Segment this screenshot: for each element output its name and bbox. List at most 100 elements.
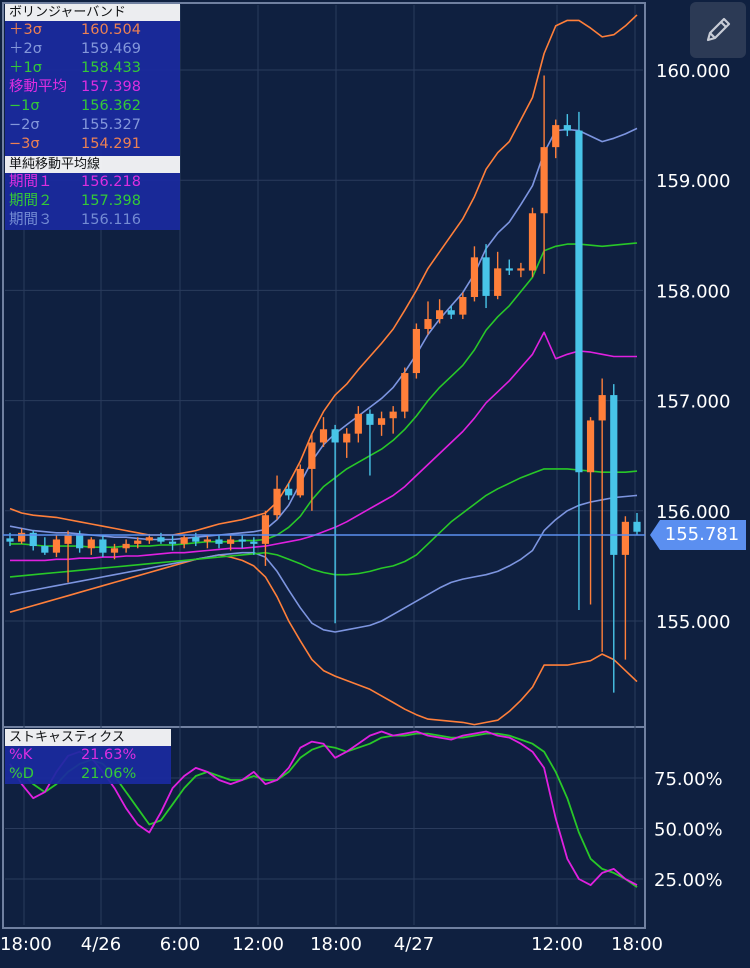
candle-body	[354, 413, 362, 434]
candle-body	[215, 539, 223, 544]
candle-body	[459, 297, 467, 315]
candle-body	[18, 532, 26, 542]
candle-body	[29, 532, 37, 547]
chart-frame	[2, 2, 646, 929]
candle-body	[586, 420, 595, 473]
bollinger-legend: ボリンジャーバンド ＋3σ 160.504 ＋2σ 159.469 ＋1σ 158.433…	[5, 4, 180, 230]
stochastics-axis: 75.00% 50.00% 25.00%	[654, 769, 723, 891]
stochastics-legend-value: 21.63%	[81, 747, 137, 763]
candle-body	[366, 413, 374, 425]
candle-body	[436, 310, 444, 320]
bollinger-legend-value: 159.469	[81, 41, 141, 57]
candle-body	[180, 537, 188, 544]
candle-body	[227, 539, 235, 544]
time-tick-label: 6:00	[160, 934, 200, 955]
stoch-tick-label: 25.00%	[654, 870, 723, 891]
stochastics-legend-title: ストキャスティクス	[5, 729, 171, 746]
candle-body	[41, 546, 49, 553]
sma-legend-value: 157.398	[81, 193, 141, 209]
time-tick-label: 18:00	[0, 934, 52, 955]
band-plus3-line	[9, 14, 638, 536]
candle-body	[552, 125, 560, 148]
candle-body	[203, 539, 211, 542]
candle-body	[157, 537, 165, 542]
price-tick-label: 159.000	[656, 171, 730, 192]
edit-button[interactable]	[690, 2, 746, 58]
sma-legend-row: 期間３ 156.116	[5, 211, 180, 230]
candle-body	[87, 539, 95, 549]
stochastics-legend-label: %D	[9, 766, 34, 782]
candle-body	[64, 535, 72, 544]
price-tick-label: 160.000	[656, 61, 730, 82]
sma-legend-value: 156.116	[81, 212, 141, 228]
candle-body	[377, 418, 386, 425]
bollinger-legend-label: −3σ	[9, 136, 40, 152]
candle-body	[494, 268, 502, 296]
time-tick-label: 12:00	[531, 934, 583, 955]
bollinger-legend-value: 155.327	[81, 117, 141, 133]
candle-body	[273, 488, 281, 516]
bollinger-legend-label: 移動平均	[9, 79, 67, 95]
candle-body	[296, 468, 304, 496]
price-axis: 160.000 159.000 158.000 157.000 156.000 155.0…	[656, 61, 730, 633]
bollinger-legend-row: −1σ 156.362	[5, 97, 180, 116]
candle-body	[540, 147, 548, 214]
stochastics-legend-row: %D 21.06%	[5, 765, 171, 784]
band-minus1-line	[9, 468, 638, 578]
stochastics-legend: ストキャスティクス %K 21.63% %D 21.06%	[5, 729, 171, 784]
bollinger-legend-label: −1σ	[9, 98, 40, 114]
stochastics-legend-value: 21.06%	[81, 766, 137, 782]
time-tick-label: 4/26	[81, 934, 121, 955]
bollinger-legend-value: 158.433	[81, 60, 141, 76]
candle-body	[52, 539, 61, 553]
bollinger-legend-label: ＋3σ	[9, 22, 42, 38]
candle-body	[99, 539, 107, 553]
candle-body	[447, 310, 455, 315]
sma-legend-value: 156.218	[81, 174, 141, 190]
price-tick-label: 157.000	[656, 392, 730, 413]
bollinger-legend-row: −2σ 155.327	[5, 116, 180, 135]
time-axis: 18:00 4/26 6:00 12:00 18:00 4/27 12:00 18:00	[0, 934, 663, 955]
bollinger-legend-value: 157.398	[81, 79, 141, 95]
sma-legend-label: 期間３	[9, 212, 53, 228]
bollinger-legend-row: ＋2σ 159.469	[5, 40, 180, 59]
candle-body	[633, 521, 641, 532]
current-price-tag: 155.781	[650, 520, 746, 550]
price-tick-label: 156.000	[656, 502, 730, 523]
candle-body	[76, 535, 84, 549]
candle-body	[424, 319, 432, 329]
candle-body	[308, 442, 316, 469]
bollinger-legend-row: 移動平均 157.398	[5, 78, 180, 97]
bollinger-legend-label: ＋1σ	[9, 60, 42, 76]
band-minus3-line	[9, 554, 638, 726]
candle-body	[389, 411, 397, 419]
bollinger-legend-row: ＋3σ 160.504	[5, 21, 180, 40]
candle-body	[598, 395, 606, 421]
candle-body	[6, 538, 14, 542]
pencil-icon	[706, 17, 731, 42]
sma-legend-row: 期間１ 156.218	[5, 173, 180, 192]
bollinger-legend-label: −2σ	[9, 117, 40, 133]
stoch-tick-label: 75.00%	[654, 769, 723, 790]
candle-body	[505, 268, 513, 271]
bollinger-legend-label: ＋2σ	[9, 41, 42, 57]
time-tick-label: 18:00	[310, 934, 362, 955]
time-tick-label: 18:00	[611, 934, 663, 955]
candle-body	[575, 130, 583, 473]
candle-body	[563, 125, 571, 131]
candle-body	[470, 257, 479, 298]
candle-body	[134, 540, 142, 544]
candle-body	[528, 213, 537, 271]
sma-legend-label: 期間１	[9, 174, 53, 190]
price-tick-label: 158.000	[656, 281, 730, 302]
stoch-tick-label: 50.00%	[654, 820, 723, 841]
bollinger-legend-value: 156.362	[81, 98, 141, 114]
time-tick-label: 4/27	[394, 934, 434, 955]
bollinger-legend-value: 154.291	[81, 136, 141, 152]
candle-body	[261, 515, 270, 544]
price-tick-label: 155.000	[656, 612, 730, 633]
candles	[6, 75, 641, 693]
bollinger-legend-row: −3σ 154.291	[5, 135, 180, 154]
candle-body	[343, 433, 351, 443]
